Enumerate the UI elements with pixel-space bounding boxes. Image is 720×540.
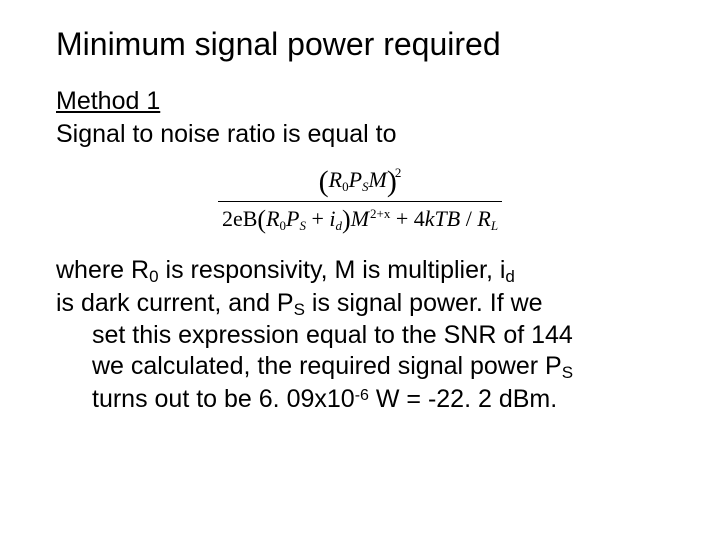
snr-formula: (R0PSM)2 2eB(R0PS + id)M2+x + 4kTB / RL	[218, 165, 502, 235]
body-line-5: turns out to be 6. 09x10-6 W = -22. 2 dB…	[92, 384, 664, 415]
body-line-2: is dark current, and PS is signal power.…	[56, 289, 543, 317]
formula-denominator: 2eB(R0PS + id)M2+x + 4kTB / RL	[218, 201, 502, 235]
formula-numerator: (R0PSM)2	[218, 165, 502, 201]
formula-container: (R0PSM)2 2eB(R0PS + id)M2+x + 4kTB / RL	[56, 165, 664, 235]
body-paragraph: where R0 is responsivity, M is multiplie…	[56, 255, 664, 414]
intro-line: Signal to noise ratio is equal to	[56, 120, 664, 149]
method-heading: Method 1	[56, 87, 664, 116]
slide-title: Minimum signal power required	[56, 26, 664, 63]
body-line-4: we calculated, the required signal power…	[92, 351, 664, 384]
body-line-3: set this expression equal to the SNR of …	[92, 320, 664, 351]
body-line-1: where R0 is responsivity, M is multiplie…	[56, 256, 515, 284]
